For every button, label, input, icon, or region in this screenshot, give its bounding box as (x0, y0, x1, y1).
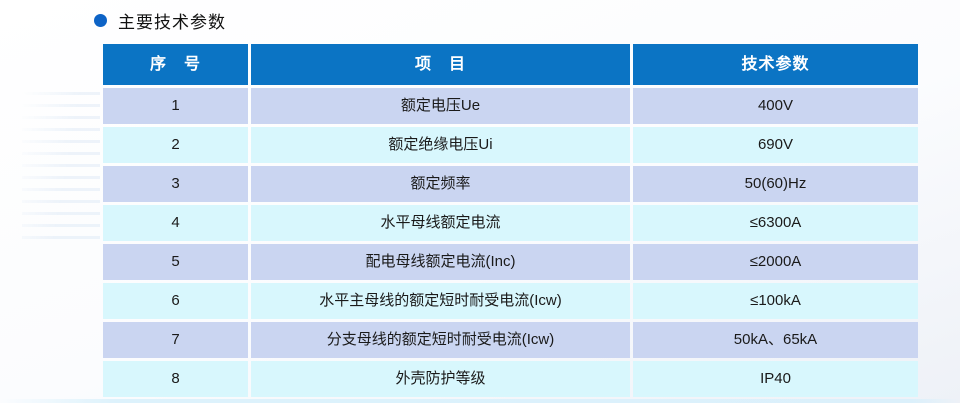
table-row: 8 外壳防护等级 IP40 (103, 361, 918, 397)
table-row: 1 额定电压Ue 400V (103, 88, 918, 124)
cell-serial: 1 (103, 88, 248, 124)
cell-value: 50kA、65kA (633, 322, 918, 358)
header-value: 技术参数 (633, 44, 918, 85)
bullet-icon (94, 13, 107, 27)
page-title: 主要技术参数 (118, 12, 226, 32)
table-row: 2 额定绝缘电压Ui 690V (103, 127, 918, 163)
cell-value: 50(60)Hz (633, 166, 918, 202)
cell-serial: 7 (103, 322, 248, 358)
cell-serial: 2 (103, 127, 248, 163)
cell-value: 400V (633, 88, 918, 124)
table-row: 6 水平主母线的额定短时耐受电流(Icw) ≤100kA (103, 283, 918, 319)
table-row: 4 水平母线额定电流 ≤6300A (103, 205, 918, 241)
table-body: 1 额定电压Ue 400V 2 额定绝缘电压Ui 690V 3 额定频率 50(… (103, 88, 918, 397)
cell-value: ≤100kA (633, 283, 918, 319)
cell-item: 外壳防护等级 (251, 361, 630, 397)
cell-item: 水平母线额定电流 (251, 205, 630, 241)
cell-serial: 4 (103, 205, 248, 241)
cell-value: 690V (633, 127, 918, 163)
table-row: 3 额定频率 50(60)Hz (103, 166, 918, 202)
background-watermark (22, 92, 100, 247)
parameters-table: 序 号 项 目 技术参数 1 额定电压Ue 400V 2 额定绝缘电压Ui 69… (103, 44, 918, 400)
cell-item: 配电母线额定电流(Inc) (251, 244, 630, 280)
section-title-bar: 主要技术参数 (94, 9, 226, 32)
cell-item: 额定绝缘电压Ui (251, 127, 630, 163)
cell-serial: 3 (103, 166, 248, 202)
header-serial: 序 号 (103, 44, 248, 85)
cell-serial: 8 (103, 361, 248, 397)
cell-item: 额定频率 (251, 166, 630, 202)
header-item: 项 目 (251, 44, 630, 85)
cell-item: 水平主母线的额定短时耐受电流(Icw) (251, 283, 630, 319)
table-row: 5 配电母线额定电流(Inc) ≤2000A (103, 244, 918, 280)
cell-item: 分支母线的额定短时耐受电流(Icw) (251, 322, 630, 358)
cell-value: IP40 (633, 361, 918, 397)
cell-value: ≤6300A (633, 205, 918, 241)
cell-serial: 5 (103, 244, 248, 280)
cell-serial: 6 (103, 283, 248, 319)
cell-value: ≤2000A (633, 244, 918, 280)
cell-item: 额定电压Ue (251, 88, 630, 124)
table-header-row: 序 号 项 目 技术参数 (103, 44, 918, 85)
table-row: 7 分支母线的额定短时耐受电流(Icw) 50kA、65kA (103, 322, 918, 358)
